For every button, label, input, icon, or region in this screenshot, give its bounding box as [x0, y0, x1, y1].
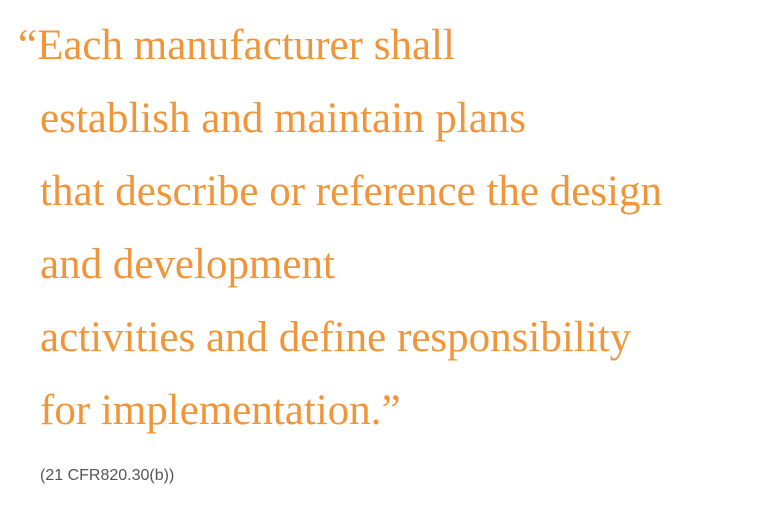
quote-line-4: and development — [40, 241, 335, 288]
quote-line-2: establish and maintain plans — [40, 95, 527, 142]
citation: (21 CFR820.30(b)) — [40, 467, 175, 484]
quote-line-6: for implementation.” — [40, 387, 401, 434]
quote-line-1: “Each manufacturer shall — [18, 22, 455, 69]
quote-line-5: activities and define responsibility — [40, 314, 632, 361]
quote-line-3: that describe or reference the design — [40, 168, 662, 215]
